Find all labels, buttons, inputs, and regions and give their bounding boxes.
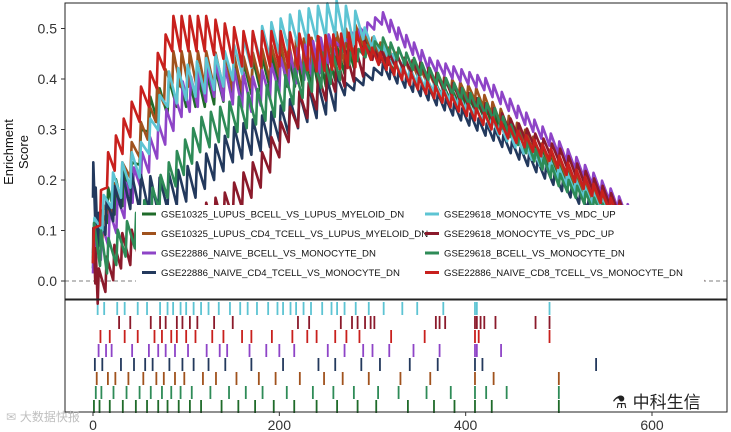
x-tick-label-2: 400	[454, 417, 478, 432]
legend-label-6: GSE29618_MONOCYTE_VS_PDC_UP	[444, 229, 614, 240]
x-tick-label-3: 600	[640, 417, 664, 432]
legend-background	[136, 205, 704, 283]
legend-label-5: GSE29618_MONOCYTE_VS_MDC_UP	[444, 210, 616, 221]
legend: GSE10325_LUPUS_BCELL_VS_LUPUS_MYELOID_DN…	[136, 205, 704, 283]
legend-label-8: GSE22886_NAIVE_CD8_TCELL_VS_MONOCYTE_DN	[444, 268, 683, 279]
rug-panel-frame	[64, 299, 728, 413]
watermark-left: ✉ 大数据快报	[6, 410, 80, 424]
x-tick-label-1: 200	[268, 417, 292, 432]
x-axis: 0 200 400 600	[89, 412, 664, 432]
legend-label-4: GSE22886_NAIVE_CD4_TCELL_VS_MONOCYTE_DN	[161, 268, 400, 279]
main-panel-frame	[64, 2, 728, 300]
y-tick-label-2: 0.2	[38, 172, 58, 188]
y-tick-label-3: 0.3	[38, 122, 58, 138]
y-tick-label-0: 0.0	[38, 273, 58, 289]
y-axis: 0.0 0.1 0.2 0.3 0.4 0.5	[38, 21, 65, 289]
legend-label-2: GSE10325_LUPUS_CD4_TCELL_VS_LUPUS_MYELOI…	[161, 229, 428, 240]
x-tick-label-0: 0	[89, 417, 97, 432]
rug-panel	[93, 302, 597, 413]
y-axis-title: EnrichmentScore	[1, 119, 31, 185]
y-tick-label-1: 0.1	[38, 223, 58, 239]
series-line-8	[91, 14, 705, 282]
watermark-right: ⚗ 中科生信	[612, 393, 701, 413]
y-tick-label-5: 0.5	[38, 21, 58, 37]
legend-label-3: GSE22886_NAIVE_BCELL_VS_MONOCYTE_DN	[161, 249, 376, 260]
y-tick-label-4: 0.4	[38, 71, 58, 87]
series-line-3	[91, 11, 705, 282]
legend-label-1: GSE10325_LUPUS_BCELL_VS_LUPUS_MYELOID_DN	[161, 210, 404, 221]
legend-label-7: GSE29618_BCELL_VS_MONOCYTE_DN	[444, 249, 625, 260]
